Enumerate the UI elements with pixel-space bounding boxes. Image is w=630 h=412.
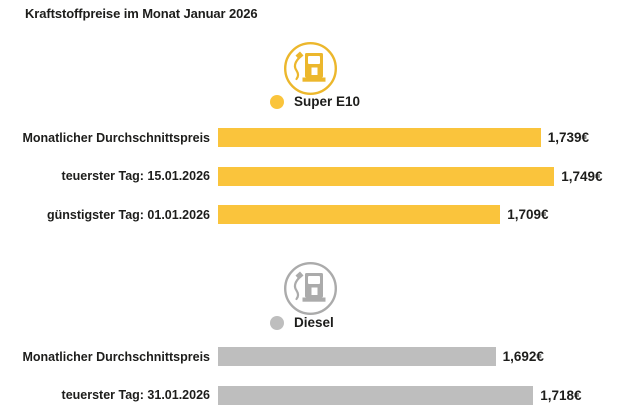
bar-row: Monatlicher Durchschnittspreis 1,692€: [0, 347, 630, 366]
bar: [218, 166, 555, 186]
legend-diesel: Diesel: [270, 315, 334, 330]
bar: [218, 347, 496, 366]
legend-label-super-e10: Super E10: [294, 94, 361, 109]
legend-label-diesel: Diesel: [294, 315, 334, 330]
bar-value: 1,692€: [502, 349, 544, 364]
bar-value: 1,739€: [547, 130, 589, 145]
bar-row: teuerster Tag: 15.01.2026 1,749€: [0, 166, 630, 186]
bar-label: Monatlicher Durchschnittspreis: [22, 130, 210, 145]
bar: [218, 205, 501, 224]
bar: [218, 385, 534, 405]
bar-label: Monatlicher Durchschnittspreis: [22, 349, 210, 364]
bar-group-diesel: Monatlicher Durchschnittspreis 1,692€ teue…: [0, 347, 630, 412]
bar-label: teuerster Tag: 31.01.2026: [61, 388, 210, 402]
chart-title: Kraftstoffpreise im Monat Januar 2026: [25, 6, 258, 21]
fuel-pump-icon: [283, 41, 338, 96]
bar-value: 1,709€: [507, 207, 549, 222]
bar: [218, 128, 541, 147]
bar-label: günstigster Tag: 01.01.2026: [46, 207, 210, 222]
bar-value: 1,749€: [561, 168, 603, 184]
bar-label: teuerster Tag: 15.01.2026: [61, 169, 210, 183]
fuel-pump-icon: [283, 261, 338, 316]
legend-super-e10: Super E10: [270, 94, 360, 109]
bar-row: günstigster Tag: 01.01.2026 1,709€: [0, 205, 630, 224]
bar-row: teuerster Tag: 31.01.2026 1,718€: [0, 385, 630, 405]
legend-dot-super-e10: [270, 94, 284, 109]
legend-dot-diesel: [270, 315, 284, 330]
bar-group-super-e10: Monatlicher Durchschnittspreis 1,739€ teue…: [0, 128, 630, 244]
bar-value: 1,718€: [540, 387, 582, 403]
bar-row: Monatlicher Durchschnittspreis 1,739€: [0, 128, 630, 147]
